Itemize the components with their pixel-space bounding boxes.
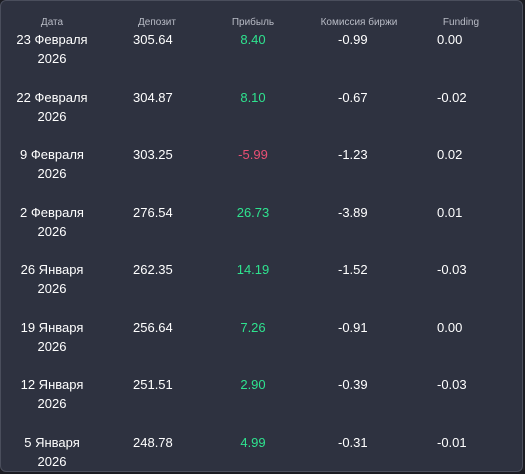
date-line-1: 9 Февраля [20,147,84,162]
date-line-2: 2026 [37,108,67,124]
table-row: 19 Января 2026 256.64 7.26 -0.91 0.00 [1,318,522,358]
date-line-2: 2026 [37,223,67,239]
funding-cell: 0.02 [437,147,463,162]
date-cell: 9 Февраля 2026 [9,145,95,183]
commission-cell: -0.31 [338,434,368,450]
profit-cell: 26.73 [236,204,270,220]
deposit-cell: 303.25 [133,147,173,162]
profit-cell: 8.40 [240,32,266,47]
date-cell: 23 Февраля 2026 [9,30,95,68]
profit-cell: 8.10 [240,89,266,105]
date-line-2: 2026 [37,281,67,296]
date-line-1: 12 Января [20,377,84,392]
commission-cell: -3.89 [338,204,368,220]
funding-cell: 0.00 [437,319,463,335]
date-line-2: 2026 [37,338,67,354]
funding-cell: -0.03 [437,377,467,392]
table-row: 22 Февраля 2026 304.87 8.10 -0.67 -0.02 [1,88,522,128]
profit-cell: -5.99 [238,147,268,162]
table-row: 9 Февраля 2026 303.25 -5.99 -1.23 0.02 [1,145,522,185]
commission-cell: -1.52 [338,262,368,277]
deposit-cell: 248.78 [133,434,173,450]
commission-cell: -0.91 [338,319,368,335]
date-line-1: 22 Февраля [16,89,88,105]
date-cell: 5 Января 2026 [9,433,95,471]
profit-cell: 14.19 [236,262,270,277]
profit-cell: 7.26 [240,319,266,335]
date-cell: 26 Января 2026 [9,260,95,298]
date-line-2: 2026 [37,166,67,181]
table-row: 5 Января 2026 248.78 4.99 -0.31 -0.01 [1,433,522,472]
date-line-2: 2026 [37,51,67,66]
commission-cell: -0.99 [338,32,368,47]
date-cell: 2 Февраля 2026 [9,203,95,241]
deposit-cell: 251.51 [133,377,173,392]
commission-cell: -1.23 [338,147,368,162]
profit-cell: 4.99 [240,434,266,450]
date-line-1: 23 Февраля [16,32,88,47]
date-cell: 19 Января 2026 [9,318,95,356]
funding-cell: -0.02 [437,89,467,105]
table-row: 23 Февраля 2026 305.64 8.40 -0.99 0.00 [1,30,522,70]
deposit-cell: 304.87 [133,89,173,105]
date-cell: 12 Января 2026 [9,375,95,413]
table-row: 12 Января 2026 251.51 2.90 -0.39 -0.03 [1,375,522,415]
date-line-1: 5 Января [24,434,80,450]
table-row: 2 Февраля 2026 276.54 26.73 -3.89 0.01 [1,203,522,243]
date-line-2: 2026 [37,396,67,411]
date-line-2: 2026 [37,453,67,469]
table-row: 26 Января 2026 262.35 14.19 -1.52 -0.03 [1,260,522,300]
header-date: Дата [40,17,64,28]
date-line-1: 26 Января [20,262,84,277]
header-profit: Прибыль [231,17,275,28]
deposit-cell: 276.54 [133,204,173,220]
profit-cell: 2.90 [240,377,266,392]
funding-cell: -0.01 [437,434,467,450]
header-commission: Комиссия биржи [320,17,398,28]
deposit-cell: 256.64 [133,319,173,335]
header-funding: Funding [442,17,480,28]
date-line-1: 19 Января [20,319,84,335]
date-line-1: 2 Февраля [20,204,84,220]
commission-cell: -0.67 [338,89,368,105]
deposit-cell: 262.35 [133,262,173,277]
commission-cell: -0.39 [338,377,368,392]
header-deposit: Депозит [138,17,176,28]
funding-cell: 0.00 [437,32,463,47]
deposit-cell: 305.64 [133,32,173,47]
date-cell: 22 Февраля 2026 [9,88,95,126]
table-header: Дата Депозит Прибыль Комиссия биржи Fund… [1,17,522,29]
funding-cell: -0.03 [437,262,467,277]
funding-cell: 0.01 [437,204,463,220]
